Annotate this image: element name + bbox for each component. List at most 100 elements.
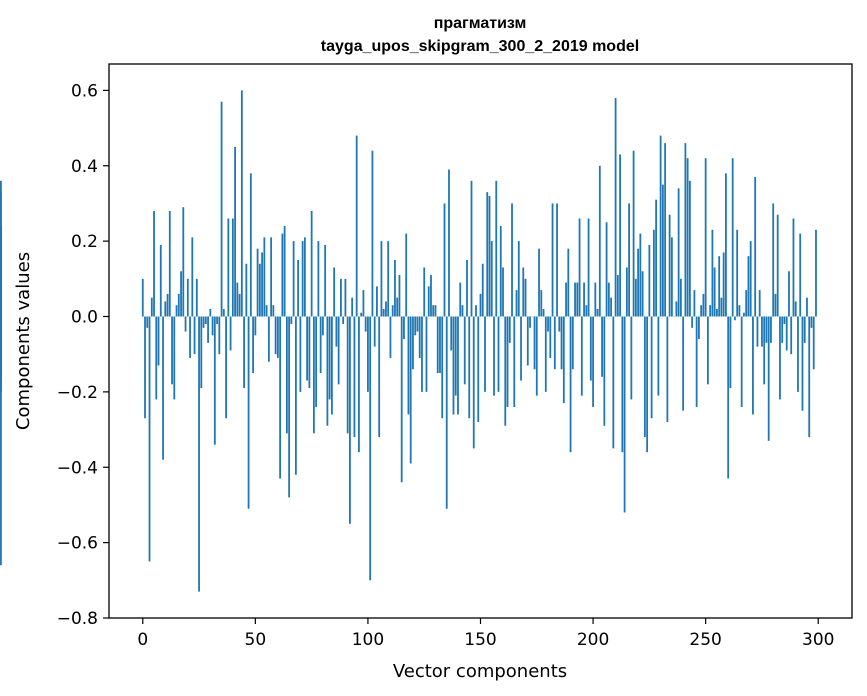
bar	[668, 214, 671, 317]
bar	[756, 316, 759, 347]
y-axis-ticks: −0.8 −0.6 −0.4 −0.2 0.0 0.2 0.4 0.6	[57, 81, 109, 629]
bar	[432, 305, 435, 317]
bar	[486, 192, 489, 317]
bar	[394, 259, 396, 317]
y-axis-label: Components values	[13, 252, 34, 430]
x-tick-label: 200	[577, 630, 609, 650]
bar	[763, 316, 766, 385]
bar	[686, 158, 689, 317]
bar	[598, 165, 601, 317]
bar	[524, 278, 527, 317]
bar	[303, 237, 306, 317]
bar	[398, 275, 401, 317]
bar	[333, 267, 336, 317]
bar	[369, 316, 372, 581]
bar	[274, 316, 277, 355]
bar	[797, 316, 799, 392]
bar	[801, 316, 804, 411]
bar	[574, 282, 576, 317]
bar	[655, 199, 658, 317]
bar	[643, 316, 646, 438]
bar	[515, 290, 518, 317]
bar	[632, 150, 635, 317]
bar	[783, 316, 786, 325]
bar	[540, 290, 543, 317]
bar	[659, 135, 662, 317]
bar	[767, 316, 770, 441]
bar	[321, 316, 324, 336]
bar	[718, 256, 721, 317]
bar	[229, 316, 232, 351]
bar	[576, 282, 579, 317]
bar	[209, 308, 212, 317]
bar	[310, 210, 313, 317]
bar	[538, 248, 540, 317]
bar	[562, 316, 565, 404]
plot-area-frame	[108, 63, 853, 619]
bar	[337, 316, 340, 385]
bar	[504, 316, 507, 426]
bar	[479, 293, 482, 317]
bar	[396, 297, 399, 317]
bar	[607, 282, 610, 317]
bar	[603, 316, 606, 426]
bar	[267, 316, 270, 362]
bar	[571, 316, 574, 370]
bar	[652, 229, 655, 317]
bar	[351, 297, 354, 317]
y-tick-label: −0.8	[57, 609, 98, 629]
bar	[430, 275, 432, 317]
bar	[292, 241, 295, 317]
bar	[218, 316, 221, 355]
bar	[700, 305, 703, 317]
bar	[290, 316, 293, 325]
bar	[634, 278, 637, 317]
bar	[544, 316, 547, 392]
bar	[650, 316, 653, 419]
bar	[443, 203, 446, 317]
bar	[594, 282, 597, 317]
bar	[141, 278, 144, 317]
bar	[155, 316, 158, 400]
bar	[614, 97, 617, 317]
bar	[211, 316, 214, 336]
bar	[520, 316, 522, 381]
bar	[454, 316, 457, 396]
bar	[349, 316, 351, 524]
bar	[605, 222, 608, 317]
bar	[159, 244, 162, 317]
bar	[704, 158, 707, 317]
bar	[306, 316, 309, 381]
bar	[263, 237, 266, 317]
bar	[625, 267, 628, 317]
bar	[353, 316, 356, 438]
bar	[535, 316, 538, 396]
bar	[418, 316, 421, 358]
bar	[191, 237, 194, 317]
bar	[725, 173, 727, 317]
bar	[747, 256, 750, 317]
bar	[616, 275, 619, 317]
bar	[468, 316, 471, 419]
bar	[707, 316, 709, 385]
bar	[184, 316, 187, 332]
bar	[738, 305, 741, 317]
bar	[331, 316, 333, 415]
bar	[391, 305, 394, 317]
bar	[436, 316, 439, 374]
bar	[502, 267, 504, 317]
bar	[466, 259, 468, 317]
bar	[439, 316, 441, 374]
bar	[628, 203, 630, 317]
bar	[727, 316, 730, 479]
bar	[621, 316, 624, 453]
bar	[499, 226, 502, 317]
bar	[389, 316, 392, 358]
bar	[610, 297, 612, 317]
bar	[448, 169, 450, 317]
bar	[542, 308, 545, 317]
bar	[679, 278, 682, 317]
bar	[326, 316, 329, 426]
bar	[637, 248, 640, 317]
